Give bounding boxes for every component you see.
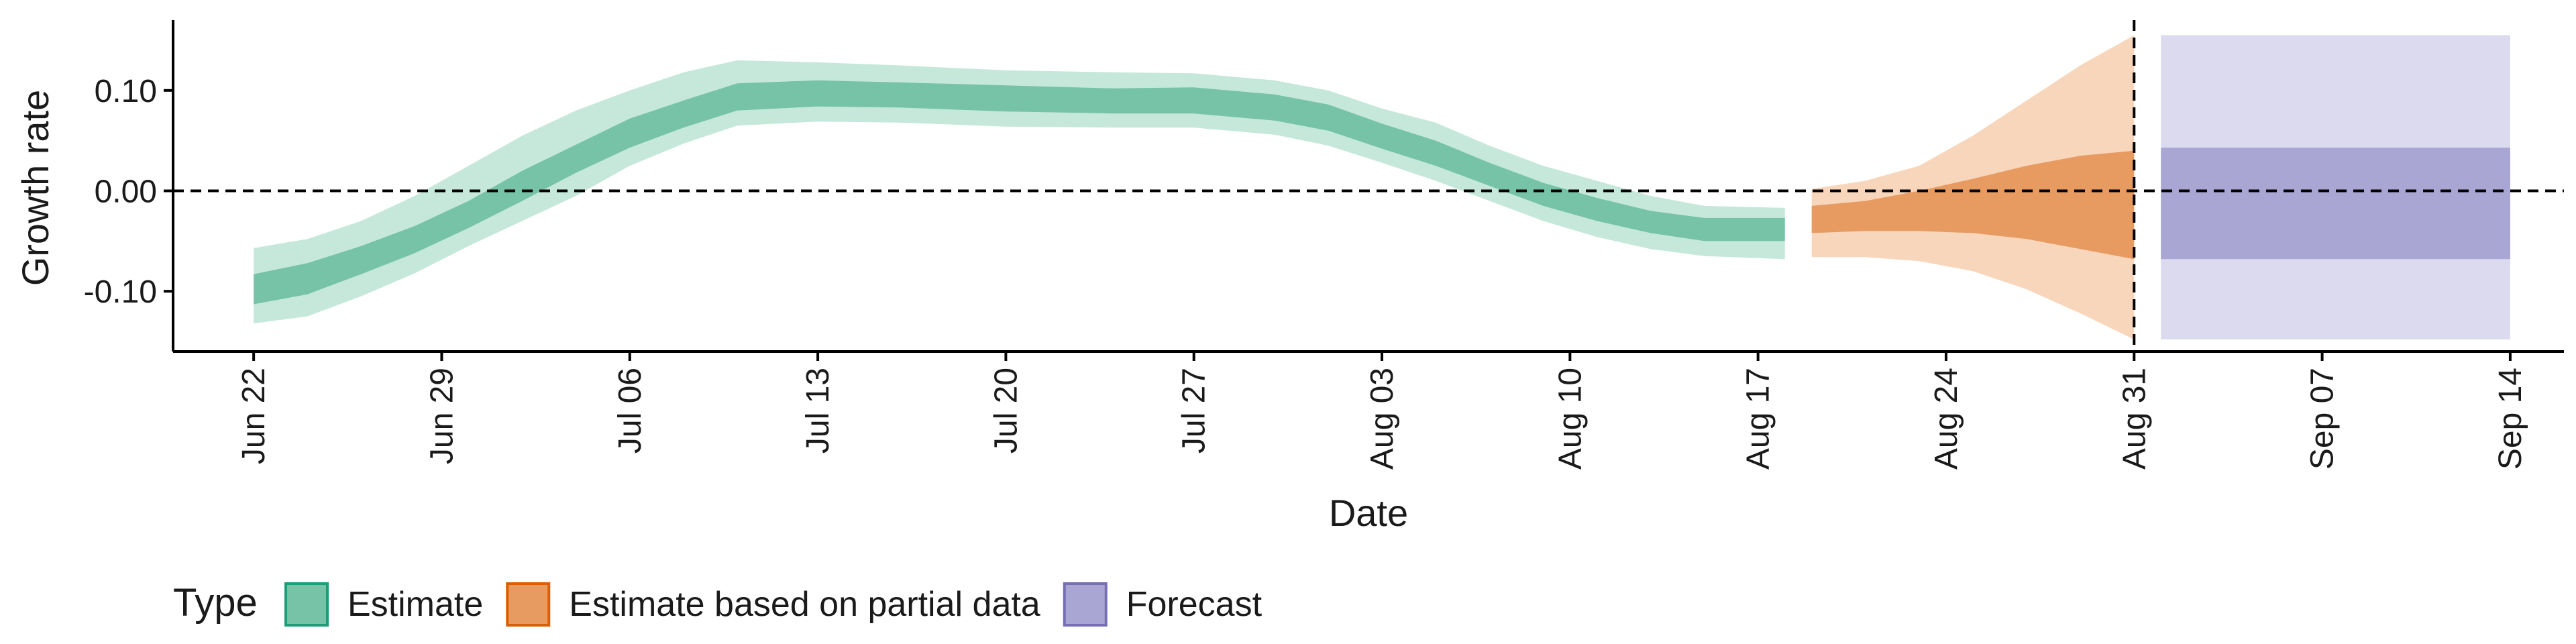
- y-tick-label: -0.10: [84, 274, 157, 310]
- x-tick-label: Aug 31: [2116, 368, 2152, 470]
- legend: Type Estimate Estimate based on partial d…: [173, 581, 1263, 627]
- x-axis-title: Date: [1329, 492, 1408, 534]
- estimate-based-on-partial-data-inner-band: [1811, 150, 2135, 260]
- forecast-legend-key: [1063, 582, 1108, 627]
- x-tick-label: Aug 10: [1552, 368, 1588, 470]
- x-ticks: Jun 22 Jun 29 Jul 06 Jul 13 Jul 20 Jul 27 Aug …: [236, 352, 2528, 470]
- x-tick-label: Jun 29: [424, 368, 460, 464]
- reference-lines: [173, 20, 2564, 352]
- estimate-based-on-partial-data-legend-label: Estimate based on partial data: [569, 585, 1040, 624]
- ribbon-bands: [254, 35, 2510, 339]
- estimate-legend-label: Estimate: [347, 585, 483, 624]
- forecast-inner-band: [2161, 148, 2510, 260]
- y-tick-label: 0.10: [95, 74, 157, 109]
- x-tick-label: Aug 03: [1364, 368, 1400, 470]
- x-tick-label: Jul 27: [1177, 368, 1212, 453]
- y-tick-label: 0.00: [95, 174, 157, 209]
- legend-title: Type: [173, 581, 258, 625]
- x-tick-label: Aug 24: [1929, 368, 1964, 470]
- x-tick-label: Jul 06: [612, 368, 648, 453]
- x-tick-label: Sep 14: [2493, 368, 2528, 470]
- estimate-based-on-partial-data-legend-key: [506, 582, 551, 627]
- forecast-legend-label: Forecast: [1126, 585, 1263, 624]
- y-ticks: -0.10 0.00 0.10: [84, 74, 173, 310]
- estimate-legend-key: [284, 582, 329, 627]
- y-axis-title: Growth rate: [14, 90, 56, 286]
- x-tick-label: Jun 22: [236, 368, 272, 464]
- axes: [172, 20, 2564, 353]
- estimate-inner-band: [254, 80, 1785, 305]
- x-tick-label: Jul 13: [800, 368, 836, 453]
- x-tick-label: Sep 07: [2305, 368, 2341, 470]
- x-tick-label: Aug 17: [1741, 368, 1776, 470]
- x-tick-label: Jul 20: [988, 368, 1024, 453]
